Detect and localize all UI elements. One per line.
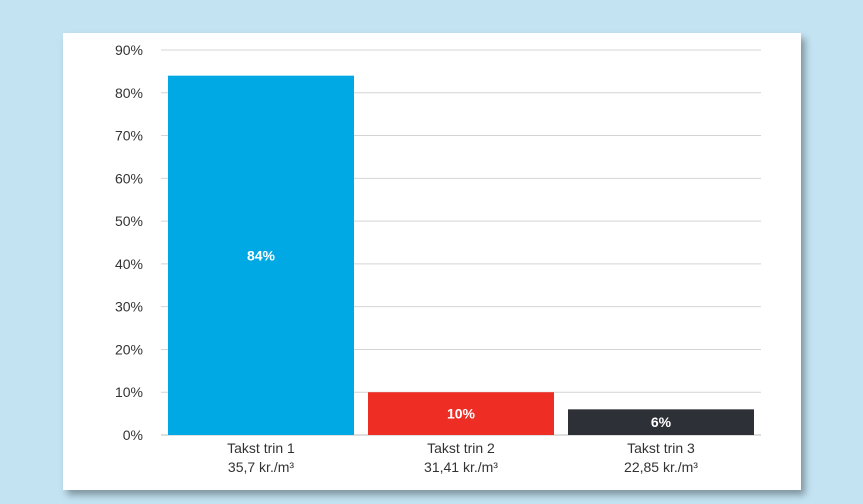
y-tick-label-70: 70% <box>115 128 143 144</box>
y-tick-label-30: 30% <box>115 299 143 315</box>
x-tick-label-3: Takst trin 3 <box>627 440 695 456</box>
y-tick-label-50: 50% <box>115 213 143 229</box>
x-tick-sublabel-3: 22,85 kr./m³ <box>624 459 698 475</box>
bar-value-label-2: 10% <box>447 406 476 422</box>
bar-value-label-1: 84% <box>247 247 276 263</box>
y-tick-label-10: 10% <box>115 384 143 400</box>
bar-3 <box>568 409 754 435</box>
y-tick-label-0: 0% <box>123 427 143 443</box>
bar-2 <box>368 392 554 435</box>
y-tick-label-60: 60% <box>115 170 143 186</box>
y-tick-label-90: 90% <box>115 42 143 58</box>
y-tick-label-40: 40% <box>115 256 143 272</box>
chart-card: 0% 10% 20% 30% 40% 50% 60% 70% 80% 90% 84% Takst tr… <box>63 33 801 490</box>
x-tick-sublabel-1: 35,7 kr./m³ <box>228 459 294 475</box>
x-tick-label-2: Takst trin 2 <box>427 440 495 456</box>
bar-value-label-3: 6% <box>651 414 672 430</box>
y-tick-label-20: 20% <box>115 341 143 357</box>
bar-chart: 0% 10% 20% 30% 40% 50% 60% 70% 80% 90% 84% Takst tr… <box>115 42 761 475</box>
y-tick-label-80: 80% <box>115 85 143 101</box>
x-tick-sublabel-2: 31,41 kr./m³ <box>424 459 498 475</box>
bar-1 <box>168 75 354 435</box>
x-tick-label-1: Takst trin 1 <box>227 440 295 456</box>
